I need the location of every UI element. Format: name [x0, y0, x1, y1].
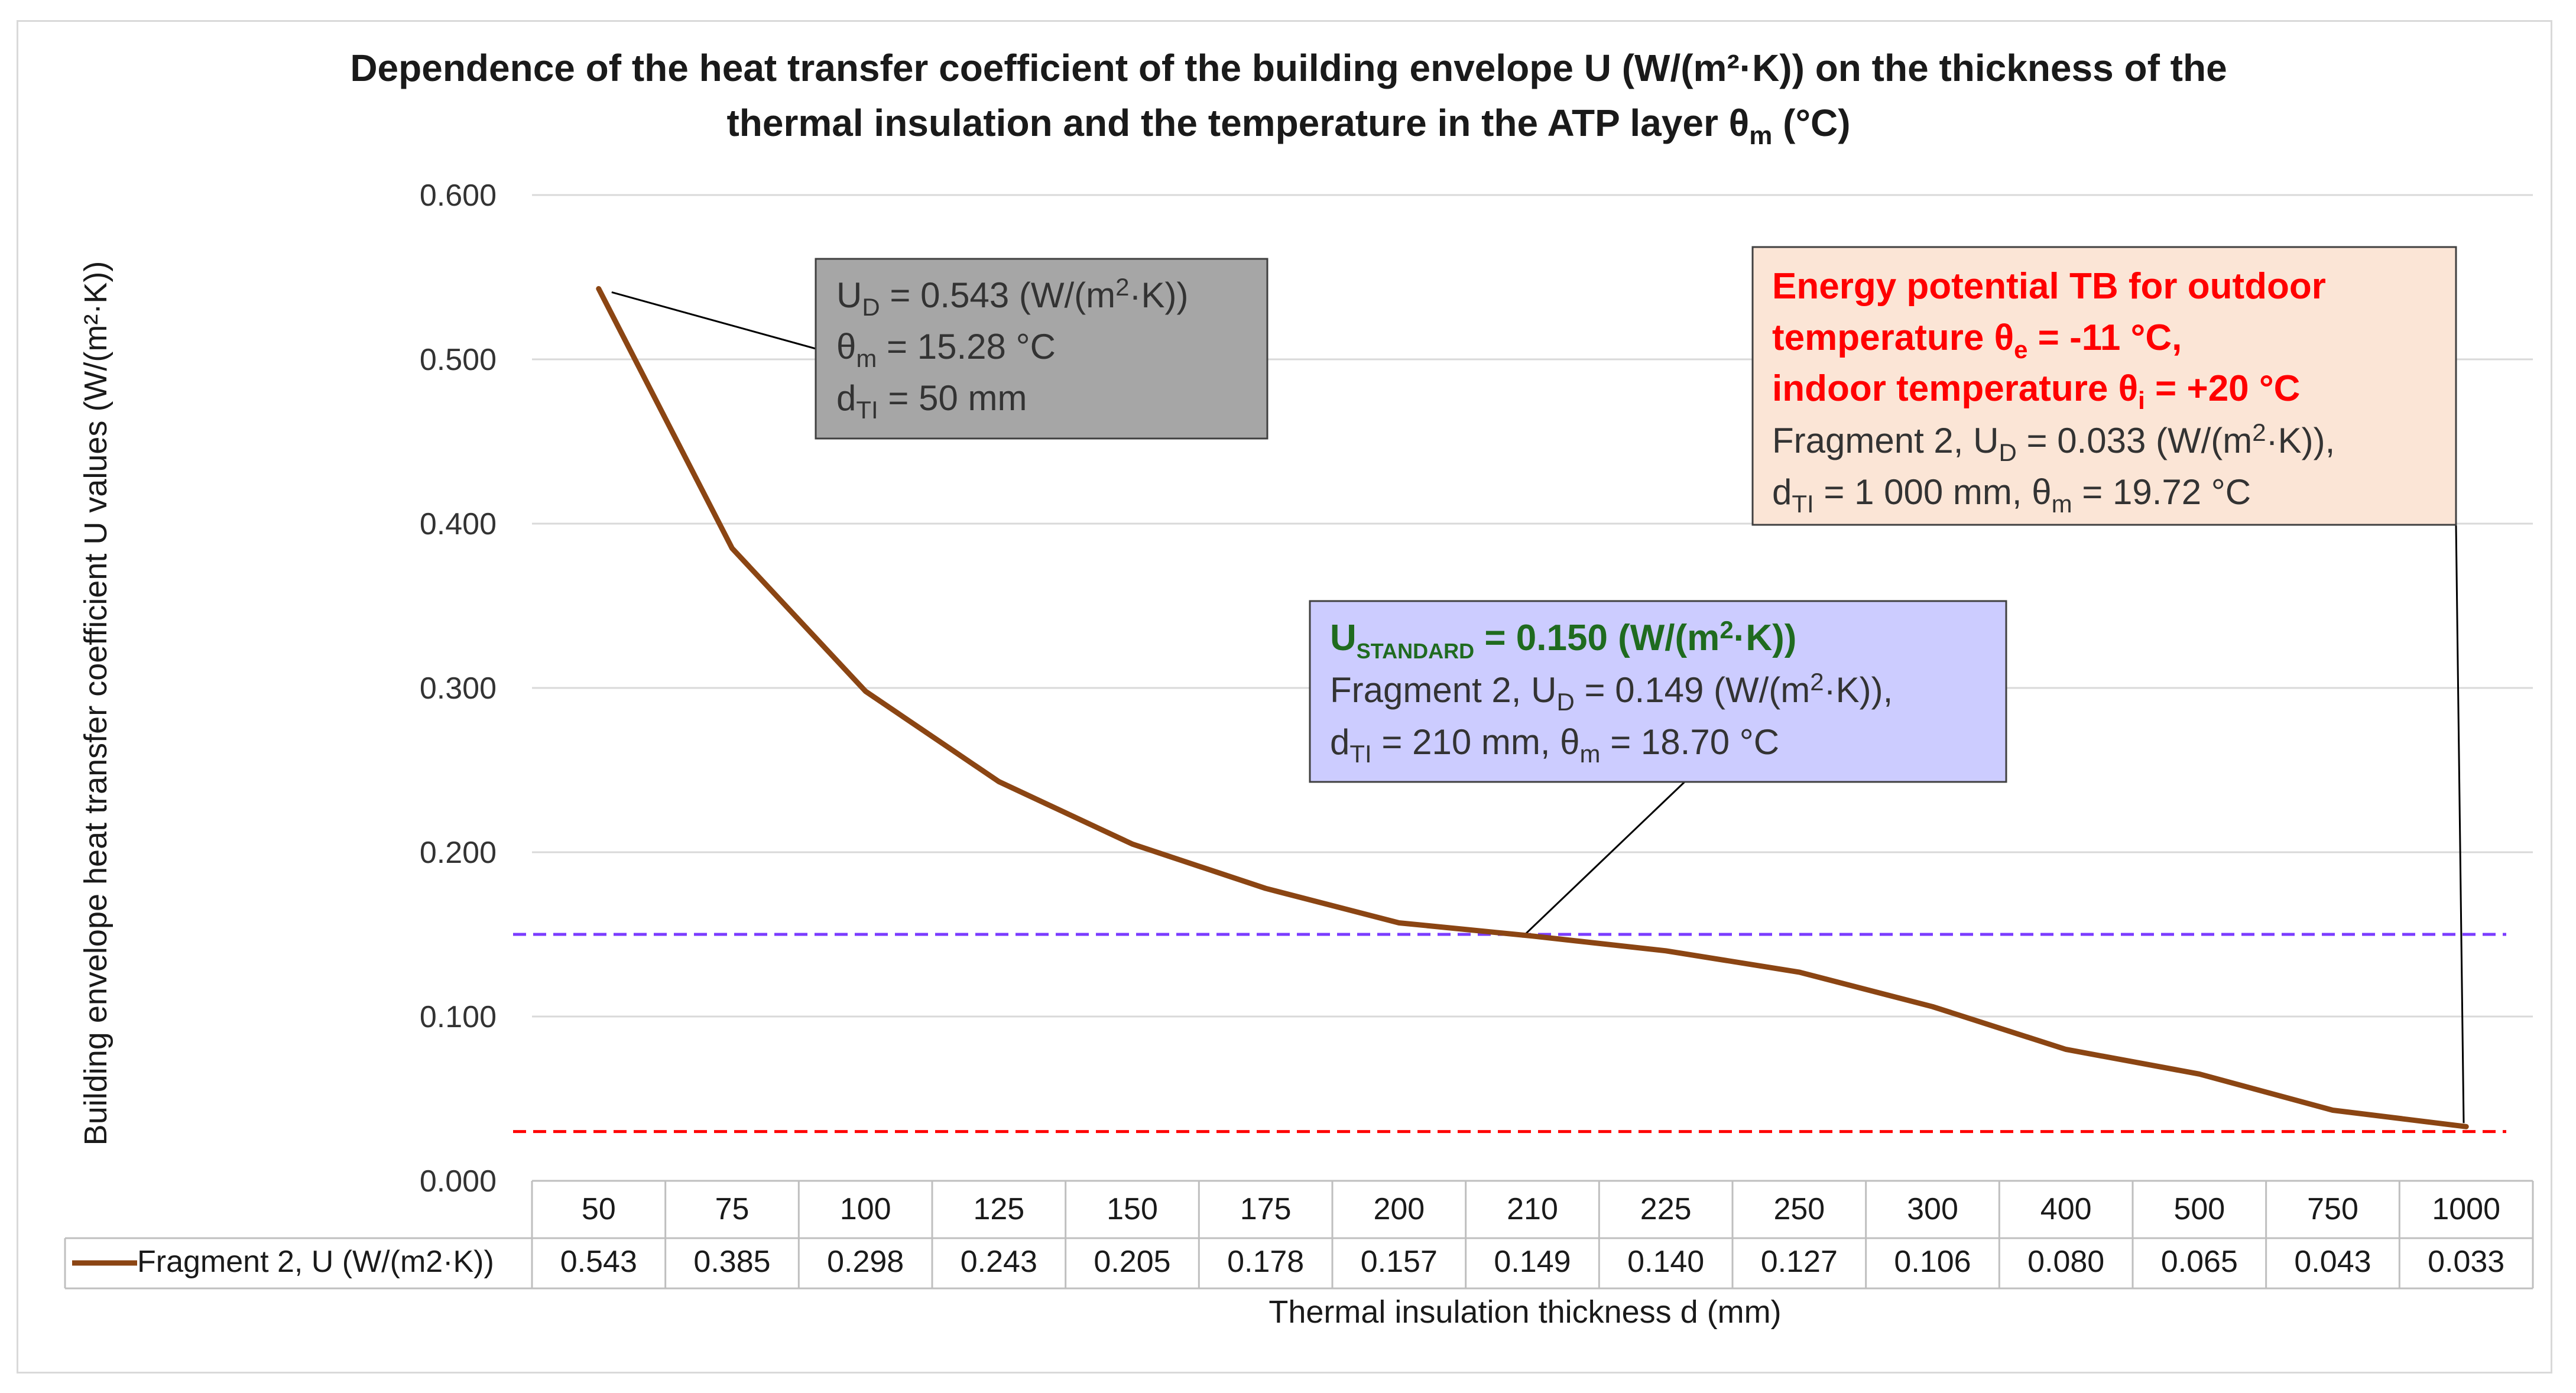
- title-line-2-main: thermal insulation and the temperature i…: [726, 102, 1749, 144]
- data-label: 0.033: [2428, 1245, 2504, 1279]
- data-table: 50 0.543 75 0.385 100 0.298 125 0.243 150 0.205 17…: [64, 1180, 2534, 1290]
- annotation-first-box: [815, 258, 1268, 440]
- data-label: 0.140: [1627, 1245, 1704, 1279]
- data-label: 0.043: [2294, 1245, 2371, 1279]
- x-tick-label: 225: [1640, 1192, 1692, 1226]
- annotation-standard: USTANDARD = 0.150 (W/(m2·K)) Fragment 2,…: [1309, 600, 2007, 783]
- leader-line-first: [611, 291, 816, 350]
- annotation-standard-box: [1309, 600, 2007, 783]
- data-point: [1531, 934, 1534, 937]
- data-label: 0.543: [560, 1245, 637, 1279]
- data-point: [1264, 887, 1267, 890]
- x-tick-label: 175: [1240, 1192, 1292, 1226]
- title-line-2-end: (°C): [1772, 102, 1850, 144]
- x-tick-label: 150: [1107, 1192, 1158, 1226]
- y-tick-label: 0.600: [420, 178, 497, 213]
- x-tick-label: 75: [715, 1192, 750, 1226]
- data-label: 0.298: [827, 1245, 904, 1279]
- leader-line-standard: [1521, 781, 1686, 938]
- data-point: [597, 287, 600, 290]
- x-tick-label: 1000: [2432, 1192, 2500, 1226]
- chart-title-line-2: thermal insulation and the temperature i…: [726, 102, 1850, 150]
- data-label: 0.205: [1094, 1245, 1170, 1279]
- data-label: 0.157: [1361, 1245, 1438, 1279]
- x-tick-label: 250: [1773, 1192, 1825, 1226]
- reference-lines: [513, 933, 2506, 1134]
- x-tick-label: 100: [840, 1192, 891, 1226]
- y-tick-label: 0.100: [420, 1000, 497, 1034]
- data-point: [1665, 949, 1667, 952]
- data-point: [1397, 921, 1400, 924]
- data-label: 0.106: [1894, 1245, 1971, 1279]
- series-layer: [596, 286, 2469, 1129]
- annotation-standard-line-2: Fragment 2, UD = 0.149 (W/(m2·K)),: [1330, 668, 1893, 716]
- annotation-energy: Energy potential TB for outdoor temperat…: [1751, 246, 2457, 526]
- x-tick-label: 200: [1373, 1192, 1425, 1226]
- annotation-energy-line-4: Fragment 2, UD = 0.033 (W/(m2·K)),: [1772, 418, 2335, 466]
- data-point: [2198, 1073, 2201, 1076]
- data-label: 0.127: [1761, 1245, 1838, 1279]
- data-point: [731, 547, 734, 550]
- x-tick-label: 750: [2307, 1192, 2358, 1226]
- y-tick-label: 0.300: [420, 671, 497, 706]
- data-point: [1931, 1005, 1934, 1008]
- chart-title-line-1: Dependence of the heat transfer coeffici…: [350, 47, 2227, 89]
- leader-lines: [611, 291, 2465, 1124]
- data-label: 0.149: [1494, 1245, 1571, 1279]
- x-tick-label: 300: [1907, 1192, 1958, 1226]
- data-point: [2331, 1109, 2334, 1112]
- annotation-first-point: UD = 0.543 (W/(m2·K)) θm = 15.28 °C dTI …: [815, 258, 1268, 440]
- y-tick-label: 0.200: [420, 836, 497, 870]
- annotation-standard-line-1: USTANDARD = 0.150 (W/(m2·K)): [1330, 616, 1796, 663]
- x-tick-label: 50: [582, 1192, 616, 1226]
- leader-line-energy: [2455, 524, 2465, 1124]
- annotation-energy-line-2: temperature θe = -11 °C,: [1772, 317, 2182, 363]
- y-tick-label: 0.400: [420, 507, 497, 541]
- y-axis-title: Building envelope heat transfer coeffici…: [78, 261, 113, 1146]
- y-tick-label: 0.000: [420, 1164, 497, 1199]
- annotation-energy-line-5: dTI = 1 000 mm, θm = 19.72 °C: [1772, 472, 2251, 518]
- x-tick-label: 400: [2040, 1192, 2092, 1226]
- annotation-first-line-1: UD = 0.543 (W/(m2·K)): [836, 273, 1188, 321]
- annotation-standard-line-3: dTI = 210 mm, θm = 18.70 °C: [1330, 722, 1779, 768]
- data-label: 0.178: [1227, 1245, 1304, 1279]
- data-point: [997, 780, 1000, 783]
- x-axis-title: Thermal insulation thickness d (mm): [1268, 1294, 1781, 1330]
- x-tick-label: 125: [973, 1192, 1024, 1226]
- x-tick-label: 210: [1507, 1192, 1558, 1226]
- data-label: 0.065: [2161, 1245, 2238, 1279]
- data-point: [864, 690, 867, 693]
- annotation-first-line-3: dTI = 50 mm: [836, 378, 1027, 424]
- annotation-first-line-2: θm = 15.28 °C: [836, 327, 1056, 372]
- data-point: [1131, 843, 1134, 846]
- data-point: [2065, 1048, 2068, 1051]
- data-label: 0.243: [961, 1245, 1037, 1279]
- y-tick-label: 0.500: [420, 343, 497, 377]
- data-point: [1798, 970, 1800, 973]
- data-label: 0.080: [2027, 1245, 2104, 1279]
- annotation-energy-line-1: Energy potential TB for outdoor: [1772, 266, 2326, 307]
- annotation-energy-box: [1751, 246, 2457, 526]
- title-line-2-sub: m: [1749, 121, 1772, 150]
- data-point: [2465, 1125, 2468, 1128]
- annotation-energy-line-3: indoor temperature θi = +20 °C: [1772, 368, 2300, 414]
- chart-frame: [17, 20, 2552, 1373]
- legend-label: Fragment 2, U (W/(m2·K)): [137, 1245, 494, 1279]
- data-label: 0.385: [693, 1245, 770, 1279]
- x-tick-label: 500: [2173, 1192, 2225, 1226]
